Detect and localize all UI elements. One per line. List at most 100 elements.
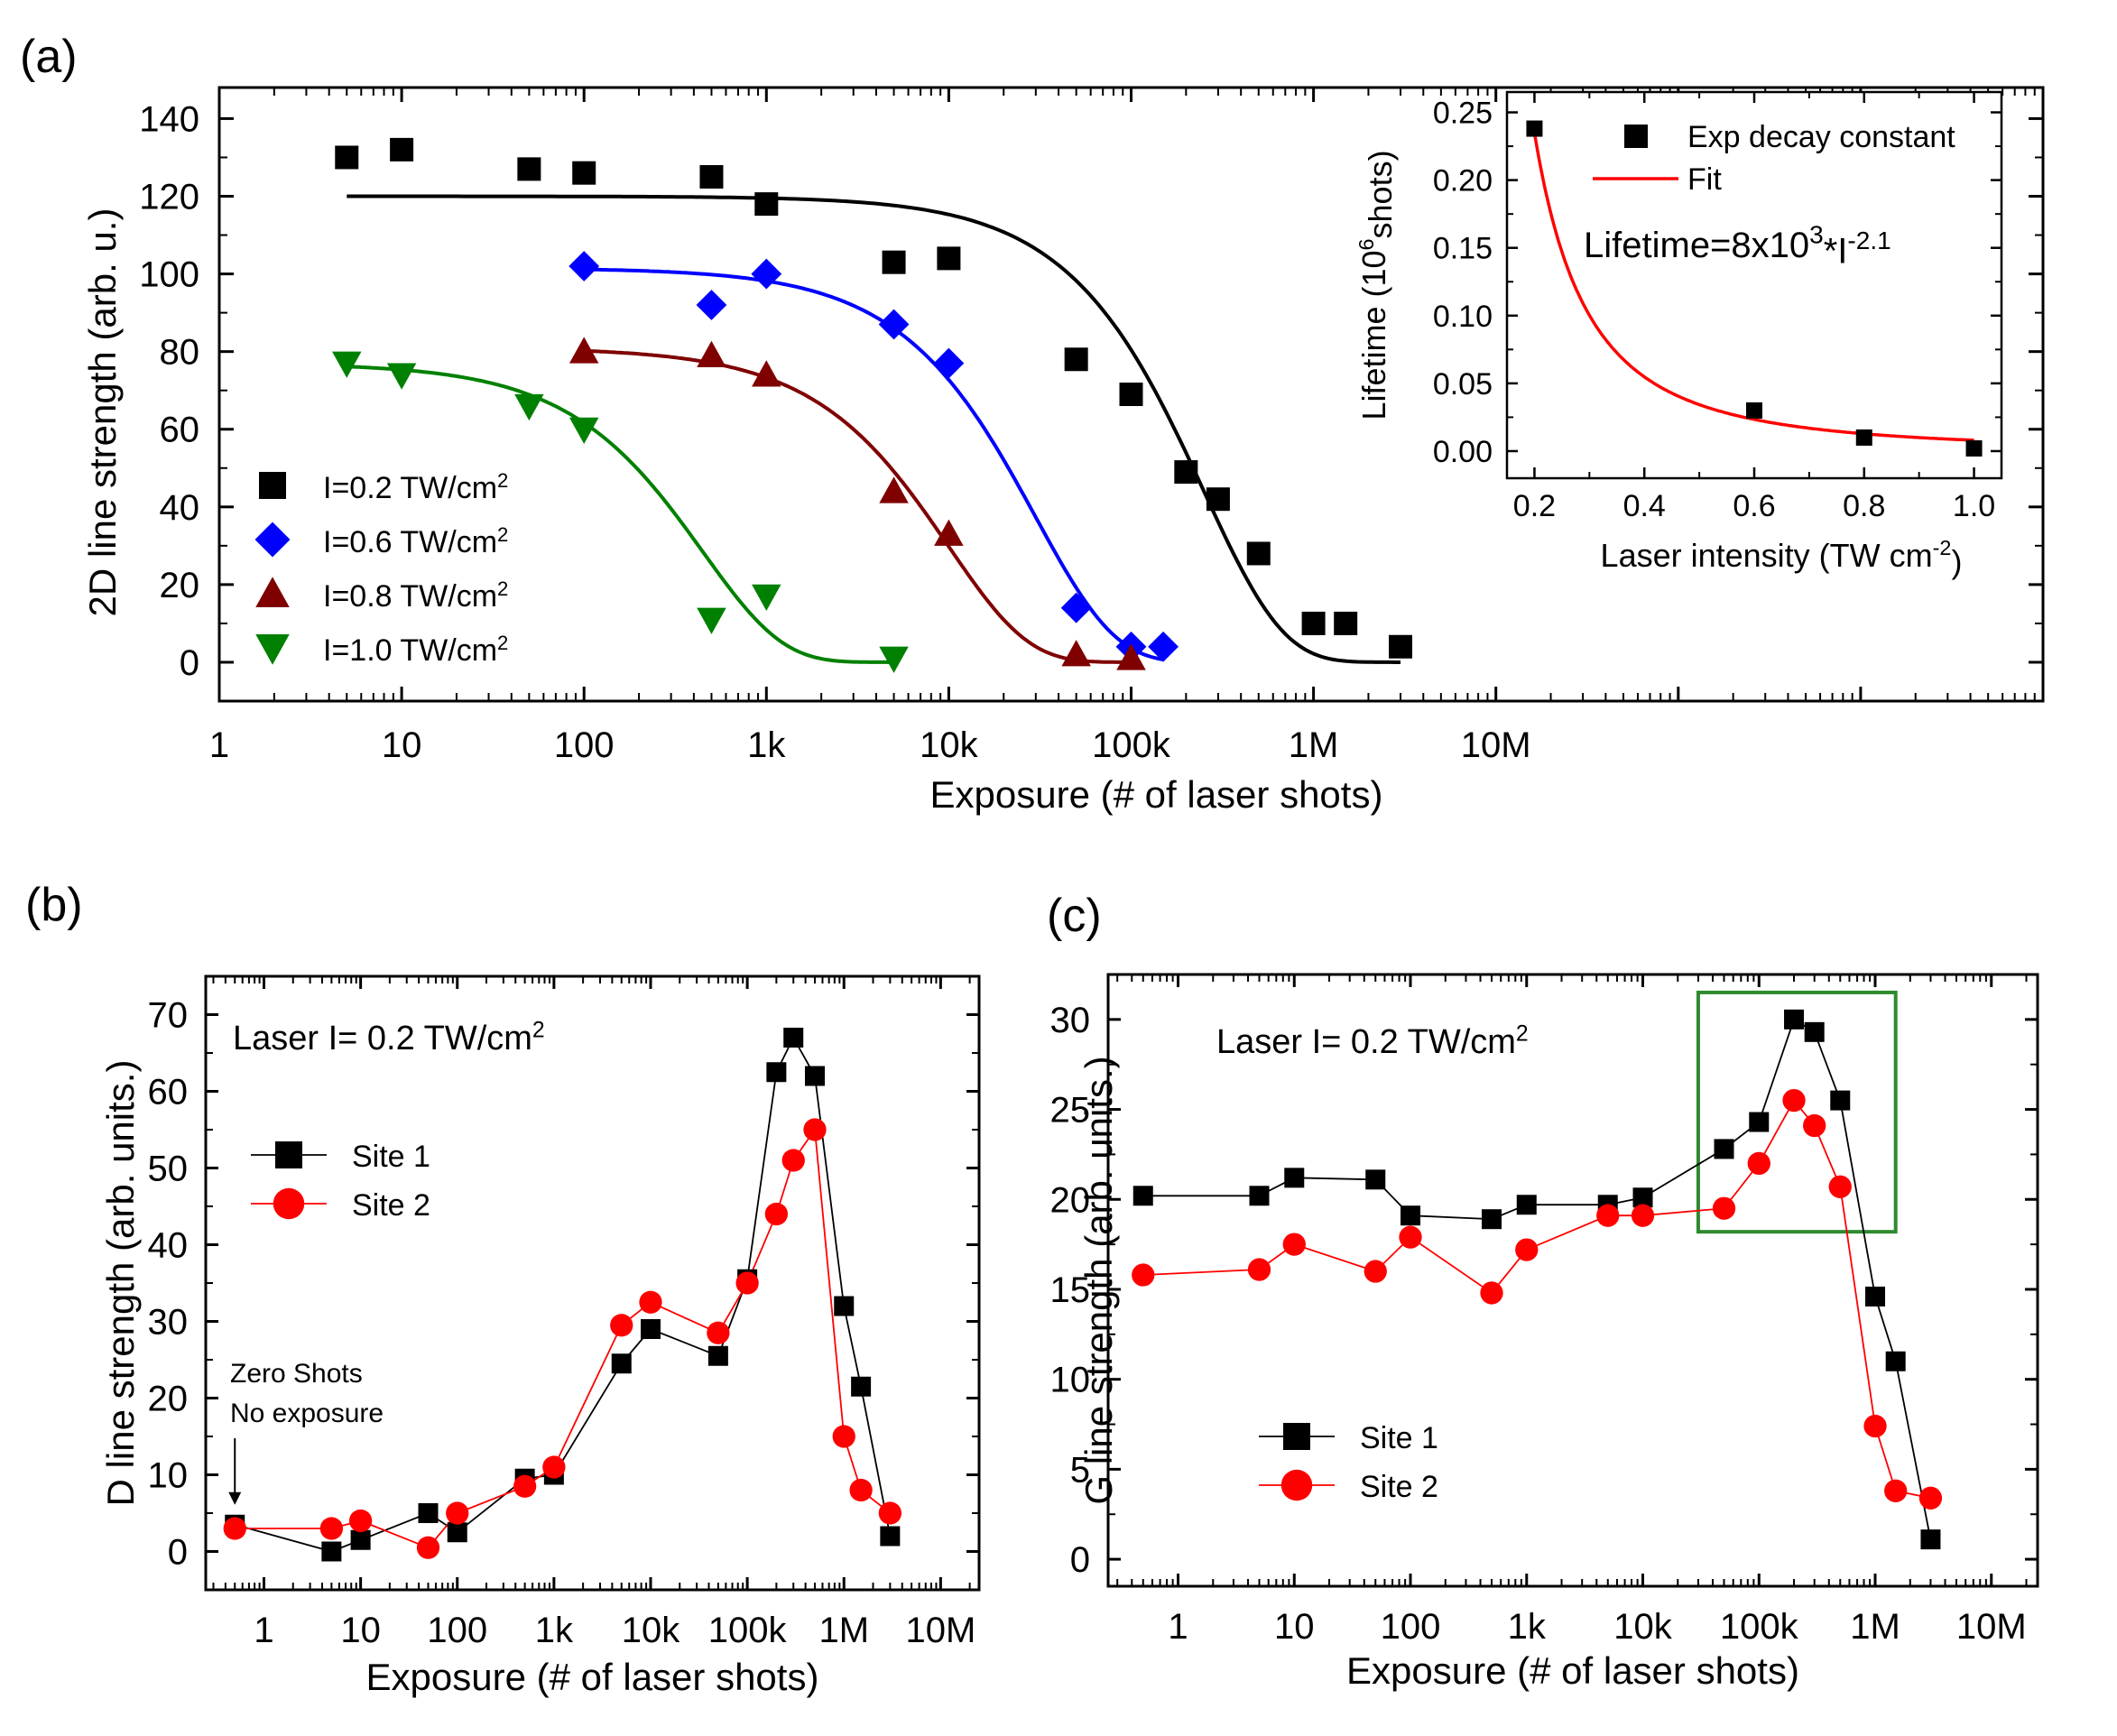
inset-y-tick-label: 0.25 — [1433, 97, 1493, 131]
data-point-a-0 — [1246, 541, 1271, 566]
data-point-a-0 — [517, 157, 541, 181]
inset-x-axis-title: Laser intensity (TW cm-2) — [1601, 536, 1963, 580]
data-point-c-0 — [1516, 1195, 1537, 1215]
x-tick-label-c: 10k — [1613, 1607, 1672, 1647]
inset-x-tick-label: 0.8 — [1843, 489, 1885, 523]
data-point-b-0 — [804, 1066, 825, 1086]
panel-label-b: (b) — [25, 879, 83, 931]
data-point-a-3 — [386, 363, 417, 390]
x-tick-label-a: 10M — [1461, 725, 1531, 765]
inset-legend-marker-0 — [1624, 125, 1648, 148]
panel-c: (c) 1 10 100 1k 10k 100k 1M 10M 0 5 10 15 20 25 30 Expo… — [1047, 890, 2039, 1692]
legend-label-a-0: I=0.2 TW/cm2 — [323, 469, 508, 505]
data-point-a-3 — [879, 646, 909, 673]
x-tick-label-b: 1M — [818, 1611, 869, 1650]
data-point-a-1 — [933, 347, 965, 379]
data-point-a-0 — [937, 246, 961, 271]
data-point-c-1 — [1132, 1263, 1155, 1287]
data-point-a-0 — [390, 137, 414, 162]
x-tick-label-b: 10k — [622, 1611, 680, 1650]
legend-marker-a-1 — [254, 522, 291, 558]
data-point-c-1 — [1747, 1151, 1770, 1176]
x-tick-label-b: 10M — [905, 1611, 975, 1650]
data-point-c-1 — [1803, 1113, 1826, 1138]
x-tick-label-b: 1 — [254, 1611, 273, 1650]
fit-curve-a-3 — [347, 365, 894, 664]
series-line-c-1 — [1142, 1098, 1931, 1500]
data-point-a-1 — [1148, 631, 1179, 662]
y-tick-label-a: 140 — [139, 99, 199, 139]
x-tick-label-a: 1 — [209, 725, 229, 765]
data-point-c-0 — [1401, 1205, 1421, 1226]
data-point-b-1 — [849, 1478, 873, 1502]
data-point-b-0 — [766, 1062, 787, 1083]
legend-label-a-3: I=1.0 TW/cm2 — [323, 632, 508, 668]
x-tick-label-c: 1k — [1508, 1607, 1547, 1647]
x-tick-label-b: 1k — [535, 1611, 574, 1650]
x-tick-label-a: 10k — [920, 725, 978, 765]
data-point-a-0 — [1064, 347, 1088, 372]
data-point-c-0 — [1249, 1186, 1270, 1206]
data-point-a-0 — [572, 161, 596, 185]
inset-x-tick-label: 1.0 — [1953, 489, 1995, 523]
data-point-b-1 — [639, 1290, 662, 1314]
data-point-c-0 — [1865, 1286, 1886, 1307]
inset-legend-label-1: Fit — [1687, 162, 1722, 197]
legend-label-a-1: I=0.6 TW/cm2 — [323, 523, 508, 559]
data-point-b-0 — [834, 1296, 855, 1316]
x-tick-label-c: 10 — [1274, 1607, 1315, 1647]
inset-x-tick-label: 0.6 — [1733, 489, 1775, 523]
data-point-c-1 — [1884, 1479, 1908, 1502]
data-point-c-1 — [1918, 1486, 1943, 1510]
data-point-c-0 — [1804, 1021, 1825, 1042]
data-point-a-0 — [699, 164, 724, 189]
x-tick-label-c: 1M — [1850, 1607, 1900, 1647]
data-point-b-0 — [783, 1028, 804, 1048]
y-tick-label-c: 0 — [1070, 1540, 1090, 1580]
y-tick-label-c: 30 — [1050, 1001, 1091, 1040]
data-point-a-2 — [934, 519, 964, 546]
data-point-c-0 — [1284, 1168, 1305, 1188]
y-tick-label-c: 10 — [1050, 1361, 1091, 1400]
data-point-b-0 — [851, 1376, 872, 1397]
y-tick-label-a: 20 — [160, 566, 200, 605]
data-point-b-1 — [764, 1202, 789, 1226]
data-point-c-0 — [1132, 1186, 1153, 1206]
y-tick-label-b: 50 — [148, 1150, 189, 1189]
inset-y-tick-label: 0.05 — [1433, 367, 1493, 402]
data-point-b-1 — [223, 1517, 246, 1540]
data-point-a-1 — [1060, 592, 1092, 623]
y-axis-title-c: G line strength (arb. units.) — [1077, 1056, 1120, 1504]
data-point-a-2 — [1116, 643, 1146, 670]
data-point-a-0 — [1389, 634, 1413, 659]
inset-data-point — [1526, 120, 1543, 137]
inset-y-tick-label: 0.15 — [1433, 232, 1493, 266]
legend-marker-b-0 — [275, 1141, 302, 1168]
legend-marker-c-0 — [1283, 1423, 1310, 1450]
y-tick-label-b: 40 — [148, 1226, 189, 1266]
data-point-a-2 — [1061, 640, 1091, 667]
inset-x-tick-label: 0.2 — [1513, 489, 1556, 523]
data-point-b-1 — [781, 1149, 805, 1172]
y-tick-label-a: 60 — [160, 411, 200, 450]
data-point-a-2 — [569, 337, 599, 364]
panel-label-a: (a) — [20, 31, 78, 83]
x-tick-label-a: 1k — [747, 725, 786, 765]
inset-x-tick-label: 0.4 — [1623, 489, 1666, 523]
data-point-c-1 — [1515, 1238, 1539, 1261]
y-tick-label-c: 5 — [1070, 1450, 1090, 1490]
y-tick-label-a: 0 — [180, 643, 199, 683]
x-axis-title-a: Exposure (# of laser shots) — [930, 773, 1383, 816]
data-point-b-0 — [640, 1319, 661, 1339]
y-axis-title-a: 2D line strength (arb. u.) — [81, 208, 124, 617]
data-point-a-0 — [1334, 611, 1358, 635]
legend-label-c-1: Site 2 — [1360, 1470, 1438, 1504]
y-tick-label-a: 40 — [160, 488, 200, 528]
data-point-a-0 — [754, 192, 779, 217]
data-point-c-1 — [1364, 1260, 1387, 1283]
legend-marker-a-3 — [255, 634, 290, 665]
data-point-b-0 — [707, 1345, 728, 1366]
data-point-b-1 — [416, 1536, 440, 1559]
data-point-c-1 — [1480, 1281, 1503, 1305]
